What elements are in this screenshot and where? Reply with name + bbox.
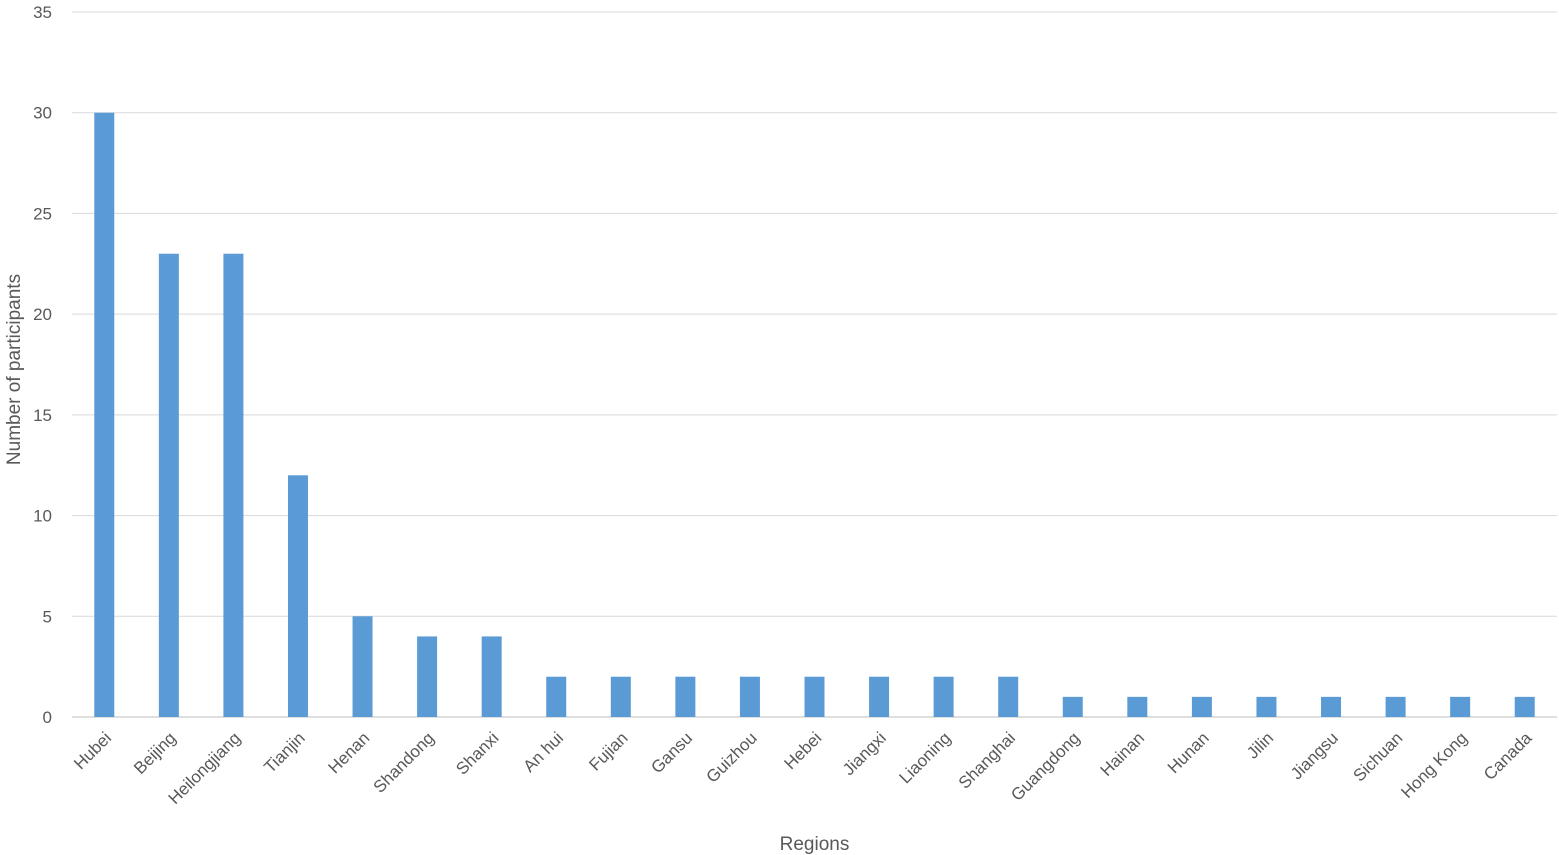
x-tick-label: Guangdong [1007, 728, 1083, 804]
x-tick-label: Shanxi [452, 728, 502, 778]
bar [1514, 696, 1535, 717]
y-tick-label: 10 [33, 507, 52, 526]
bar [223, 253, 244, 717]
x-tick-label: Hainan [1097, 728, 1149, 780]
x-tick-label: Tianjin [260, 728, 308, 776]
bar [1062, 696, 1083, 717]
bar [352, 616, 373, 717]
bar [1191, 696, 1212, 717]
x-tick-label: Canada [1480, 728, 1536, 784]
bar [1450, 696, 1471, 717]
bar [417, 636, 438, 717]
y-tick-label: 0 [43, 708, 52, 727]
x-tick-label: Henan [325, 728, 374, 777]
bar [804, 676, 825, 717]
x-tick-label: Hong Kong [1397, 728, 1471, 802]
bar [158, 253, 179, 717]
bar [481, 636, 502, 717]
bar [94, 112, 115, 717]
bar [869, 676, 890, 717]
bar [546, 676, 567, 717]
x-tick-label: Liaoning [896, 728, 955, 787]
bar [739, 676, 760, 717]
bar [1321, 696, 1342, 717]
x-tick-label: Sichuan [1350, 728, 1407, 785]
bar [998, 676, 1019, 717]
y-tick-label: 20 [33, 305, 52, 324]
bar [675, 676, 696, 717]
bar [287, 475, 308, 717]
bars [94, 112, 1535, 717]
x-tick-label: Fujian [585, 728, 631, 774]
y-tick-label: 35 [33, 3, 52, 22]
y-axis-ticks: 0 5 10 15 20 25 30 35 [33, 3, 52, 727]
x-tick-label: Hunan [1164, 728, 1213, 777]
x-tick-label: Hebei [780, 728, 825, 773]
y-tick-label: 15 [33, 406, 52, 425]
x-tick-label: Jiangxi [839, 728, 890, 779]
y-tick-label: 30 [33, 104, 52, 123]
x-tick-label: Gansu [647, 728, 696, 777]
y-axis-title: Number of participants [4, 274, 25, 465]
x-axis-title: Regions [780, 834, 850, 855]
x-tick-label: Beijing [130, 728, 180, 778]
x-tick-label: Jilin [1243, 728, 1277, 762]
x-tick-label: Jiangsu [1287, 728, 1342, 783]
bar [933, 676, 954, 717]
x-tick-label: Hubei [70, 728, 115, 773]
y-tick-label: 25 [33, 204, 52, 223]
y-tick-label: 5 [43, 607, 52, 626]
x-tick-label: Shandong [370, 728, 438, 796]
bar [610, 676, 631, 717]
bar [1127, 696, 1148, 717]
bar [1385, 696, 1406, 717]
x-tick-label: An hui [520, 728, 568, 776]
gridlines [72, 11, 1557, 718]
bar [1256, 696, 1277, 717]
x-tick-label: Shanghai [955, 728, 1019, 792]
x-tick-label: Guizhou [703, 728, 761, 786]
